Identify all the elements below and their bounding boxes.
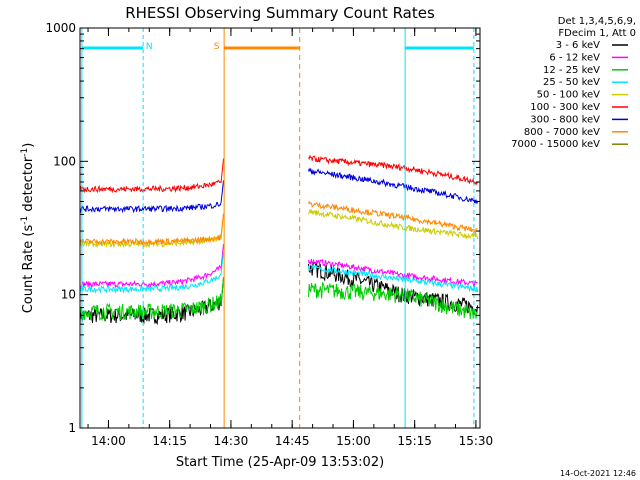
series-line-800-7000keV xyxy=(79,213,224,246)
legend-item-label: 6 - 12 keV xyxy=(549,52,600,63)
chart-title: RHESSI Observing Summary Count Rates xyxy=(125,4,435,22)
series-line-800-7000keV-after xyxy=(308,200,478,235)
legend-item-label: 7000 - 15000 keV xyxy=(511,139,600,150)
series-line-300-800keV xyxy=(79,180,224,214)
footer-timestamp: 14-Oct-2021 12:46 xyxy=(560,469,636,478)
x-axis-label: Start Time (25-Apr-09 13:53:02) xyxy=(176,455,384,470)
x-tick-label: 14:45 xyxy=(275,434,310,448)
x-tick-label: 15:30 xyxy=(459,434,494,448)
legend-item-label: 3 - 6 keV xyxy=(556,40,600,51)
y-tick-label: 1000 xyxy=(45,21,76,35)
series-line-12-25keV-after xyxy=(308,281,478,320)
annotation-N: N xyxy=(146,42,153,52)
legend-header-line: Det 1,3,4,5,6,9, xyxy=(558,16,636,27)
legend-item-label: 12 - 25 keV xyxy=(543,65,600,76)
series-line-25-50keV-after xyxy=(308,264,479,293)
legend-item-label: 25 - 50 keV xyxy=(543,77,600,88)
plot-frame xyxy=(79,27,481,429)
series-line-6-12keV-after xyxy=(308,258,478,289)
x-tick-label: 14:30 xyxy=(214,434,249,448)
x-tick-label: 14:15 xyxy=(152,434,187,448)
series-layer xyxy=(79,154,479,326)
series-line-6-12keV xyxy=(79,243,224,289)
legend-item-label: 100 - 300 keV xyxy=(530,102,600,113)
y-tick-label: 10 xyxy=(61,288,76,302)
x-tick-label: 15:00 xyxy=(336,434,371,448)
series-line-12-25keV xyxy=(79,277,224,322)
x-tick-label: 14:00 xyxy=(91,434,126,448)
annotation-S: S xyxy=(214,42,220,52)
x-tick-label: 15:15 xyxy=(397,434,432,448)
series-line-50-100keV-after xyxy=(308,208,479,240)
legend: Det 1,3,4,5,6,9,FDecim 1, Att 03 - 6 keV… xyxy=(511,16,636,150)
y-axis-label: Count Rate (s-1 detector-1) xyxy=(20,143,36,314)
series-line-300-800keV-after xyxy=(308,167,479,204)
legend-header-line: FDecim 1, Att 0 xyxy=(558,28,636,39)
legend-item-label: 300 - 800 keV xyxy=(530,114,600,125)
legend-item-label: 800 - 7000 keV xyxy=(524,127,600,138)
series-line-100-300keV-after xyxy=(308,154,479,186)
series-line-25-50keV xyxy=(79,251,224,295)
legend-item-label: 50 - 100 keV xyxy=(537,90,601,101)
y-tick-label: 1 xyxy=(68,421,76,435)
y-tick-label: 100 xyxy=(53,154,76,168)
axis-layer: 1 10 100 1000 14:00 14:15 14:30 14:45 15:00 15:15… xyxy=(45,21,493,448)
series-line-100-300keV xyxy=(79,158,224,194)
